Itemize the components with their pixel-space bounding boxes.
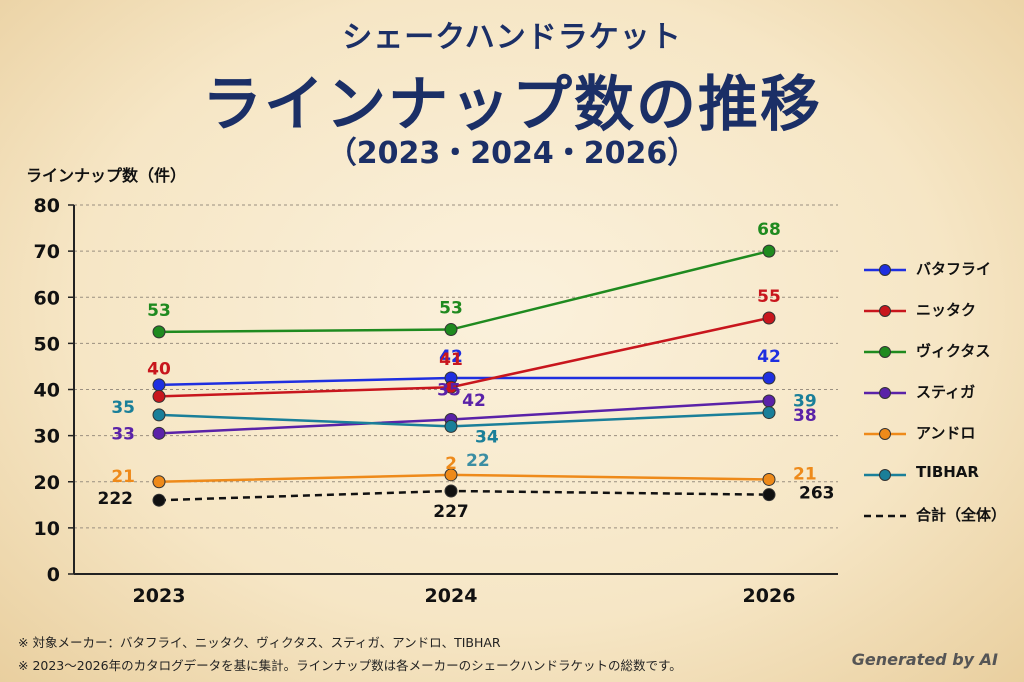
data-label: 38: [793, 406, 817, 426]
legend-label: TIBHAR: [916, 463, 979, 481]
data-label-extra: 22: [466, 451, 490, 471]
x-tick-label: 2023: [133, 585, 186, 607]
data-label: 55: [757, 287, 781, 307]
data-point: [152, 493, 166, 507]
y-axis-label: ラインナップ数（件）: [26, 166, 187, 185]
series-line-2: [158, 249, 770, 334]
legend-swatch: [864, 346, 906, 358]
footnote-1: ※ 対象メーカー：バタフライ、ニッタク、ヴィクタス、スティガ、アンドロ、TIBH…: [18, 635, 501, 650]
legend-label: 合計（全体）: [916, 506, 1007, 524]
footnote-2: ※ 2023〜2026年のカタログデータを基に集計。ラインナップ数は各メーカーの…: [18, 658, 682, 673]
data-label: 53: [147, 301, 171, 321]
legend-swatch: [864, 514, 906, 518]
data-label: 263: [799, 484, 835, 504]
brand-text: Generated by AI: [851, 650, 998, 669]
data-label: 33: [111, 424, 135, 444]
data-point: [762, 488, 776, 502]
legend-label: ヴィクタス: [916, 342, 991, 360]
data-label: 2: [445, 454, 457, 474]
data-point: [152, 389, 166, 403]
data-label: 35: [111, 398, 135, 418]
legend-item: スティガ: [862, 381, 1022, 405]
data-point: [762, 406, 776, 420]
legend-label: スティガ: [916, 383, 976, 401]
data-label: 42: [757, 347, 781, 367]
data-point: [152, 408, 166, 422]
legend-label: アンドロ: [916, 424, 976, 442]
chart-subtitle: （2023・2024・2026）: [326, 136, 698, 171]
legend-marker: [879, 305, 891, 317]
legend-label: ニッタク: [916, 301, 977, 319]
legend-item: TIBHAR: [862, 463, 1022, 487]
legend-marker: [879, 387, 891, 399]
data-label: 40: [147, 359, 171, 379]
data-point: [762, 472, 776, 486]
data-label-extra: 42: [462, 391, 486, 411]
data-point: [152, 426, 166, 440]
legend-swatch: [864, 428, 906, 440]
series-line-6: [158, 489, 770, 502]
legend-item: ニッタク: [862, 299, 1022, 323]
legend-swatch: [864, 264, 906, 276]
y-tick-label: 40: [34, 380, 60, 402]
legend-item: アンドロ: [862, 422, 1022, 446]
data-point: [152, 378, 166, 392]
legend-marker: [879, 428, 891, 440]
y-tick-label: 60: [34, 287, 60, 309]
y-tick-label: 30: [34, 426, 60, 448]
legend-marker: [879, 264, 891, 276]
legend-item: バタフライ: [862, 258, 1022, 282]
y-tick-label: 50: [34, 333, 60, 355]
data-point: [444, 468, 458, 482]
data-point: [444, 419, 458, 433]
x-tick-label: 2026: [743, 585, 796, 607]
series-line-1: [158, 316, 770, 398]
data-label: 222: [98, 489, 134, 509]
data-label: 53: [439, 299, 463, 319]
y-tick-label: 10: [34, 518, 60, 540]
data-point: [762, 394, 776, 408]
data-label: 21: [111, 467, 135, 487]
data-point: [152, 475, 166, 489]
chart-title-top: シェークハンドラケット: [342, 20, 682, 55]
data-label: 35: [437, 380, 461, 400]
legend-marker: [879, 346, 891, 358]
data-label: 68: [757, 220, 781, 240]
data-point: [762, 371, 776, 385]
data-label: 227: [433, 502, 469, 522]
x-tick-label: 2024: [425, 585, 478, 607]
data-point: [444, 323, 458, 337]
data-point: [762, 244, 776, 258]
y-tick-label: 80: [34, 195, 60, 217]
legend-swatch: [864, 469, 906, 481]
legend-item: 合計（全体）: [862, 504, 1022, 528]
chart-title: ラインナップ数の推移: [202, 70, 822, 140]
legend-label: バタフライ: [916, 260, 992, 278]
legend-marker: [879, 469, 891, 481]
data-point: [152, 325, 166, 339]
series-line-4: [158, 473, 770, 483]
y-tick-label: 20: [34, 472, 60, 494]
legend-item: ヴィクタス: [862, 340, 1022, 364]
data-label: 39: [793, 392, 817, 412]
data-label: 21: [793, 464, 817, 484]
legend-swatch: [864, 305, 906, 317]
data-point: [444, 484, 458, 498]
data-point: [444, 380, 458, 394]
y-tick-label: 70: [34, 241, 60, 263]
legend-swatch: [864, 387, 906, 399]
data-label: 41: [439, 350, 463, 370]
y-tick-label: 0: [47, 564, 60, 586]
data-label: 42: [439, 347, 463, 367]
data-point: [762, 311, 776, 325]
data-label: 34: [475, 427, 499, 447]
